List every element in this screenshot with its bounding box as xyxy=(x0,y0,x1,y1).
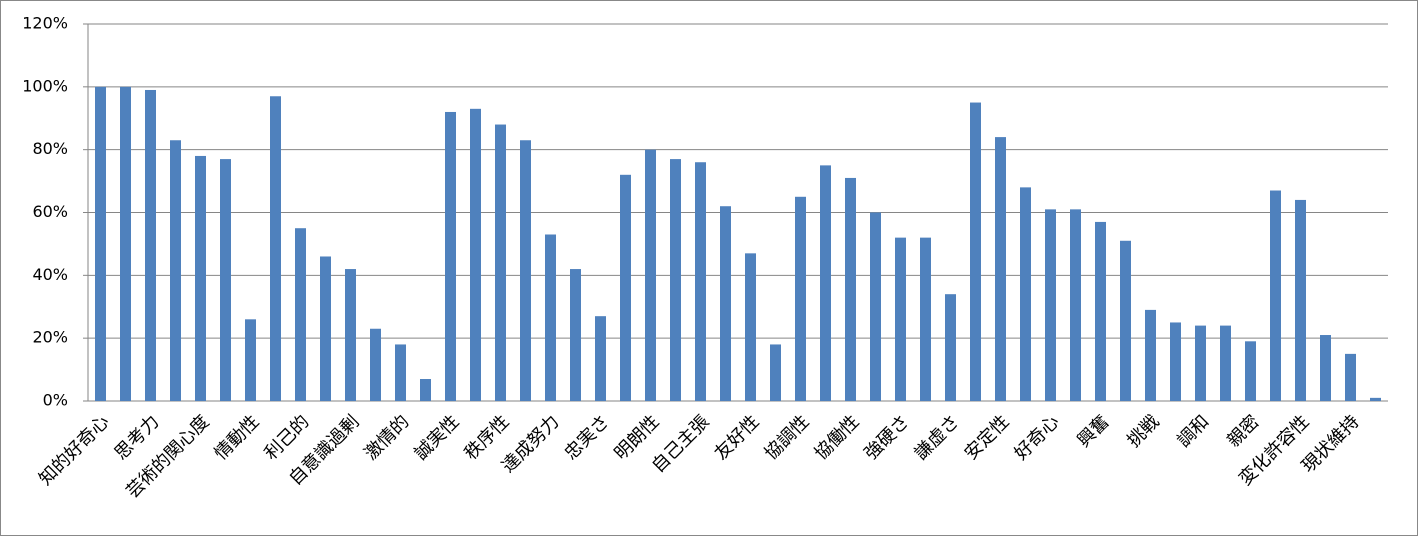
bar xyxy=(1345,353,1356,401)
bar xyxy=(895,237,906,401)
bar xyxy=(1145,309,1156,401)
bar xyxy=(1195,325,1206,401)
bar xyxy=(820,165,831,401)
bar xyxy=(1220,325,1231,401)
bar xyxy=(95,86,106,401)
bar xyxy=(570,269,581,401)
bar xyxy=(145,89,156,401)
bar xyxy=(1370,397,1381,401)
bar xyxy=(695,162,706,401)
bar xyxy=(245,319,256,401)
bar xyxy=(1020,187,1031,401)
bar xyxy=(495,124,506,402)
bar xyxy=(970,102,981,402)
y-tick-label: 20% xyxy=(32,328,68,347)
y-tick-label: 80% xyxy=(32,139,68,158)
y-tick-label: 60% xyxy=(32,202,68,221)
bar xyxy=(520,140,531,401)
bar xyxy=(270,96,281,401)
bar xyxy=(620,174,631,401)
bar xyxy=(670,159,681,401)
bar xyxy=(1320,335,1331,401)
bar xyxy=(1245,341,1256,401)
bar xyxy=(795,196,806,401)
bar xyxy=(120,86,131,401)
bar xyxy=(1295,199,1306,401)
bar xyxy=(720,206,731,401)
bar xyxy=(995,137,1006,401)
bar xyxy=(345,269,356,401)
bar xyxy=(945,294,956,401)
bar xyxy=(195,155,206,401)
bar xyxy=(870,212,881,401)
bar xyxy=(1270,190,1281,401)
y-tick-label: 120% xyxy=(22,14,68,33)
bar xyxy=(295,228,306,401)
bar xyxy=(1095,221,1106,401)
bar xyxy=(1070,209,1081,401)
bar xyxy=(320,256,331,401)
bar xyxy=(1045,209,1056,401)
bar xyxy=(645,149,656,401)
bar xyxy=(1120,240,1131,401)
bar xyxy=(545,234,556,401)
bar xyxy=(170,140,181,401)
bar xyxy=(445,111,456,401)
y-tick-label: 40% xyxy=(32,265,68,284)
bar xyxy=(770,344,781,401)
bar xyxy=(745,253,756,401)
bar xyxy=(420,379,431,401)
bar xyxy=(220,159,231,401)
bar xyxy=(1170,322,1181,401)
bar xyxy=(920,237,931,401)
y-tick-label: 100% xyxy=(22,76,68,95)
bar xyxy=(845,177,856,401)
bar xyxy=(595,316,606,401)
bar xyxy=(470,108,481,401)
y-tick-label: 0% xyxy=(43,391,68,410)
bar xyxy=(370,328,381,401)
bar xyxy=(395,344,406,401)
